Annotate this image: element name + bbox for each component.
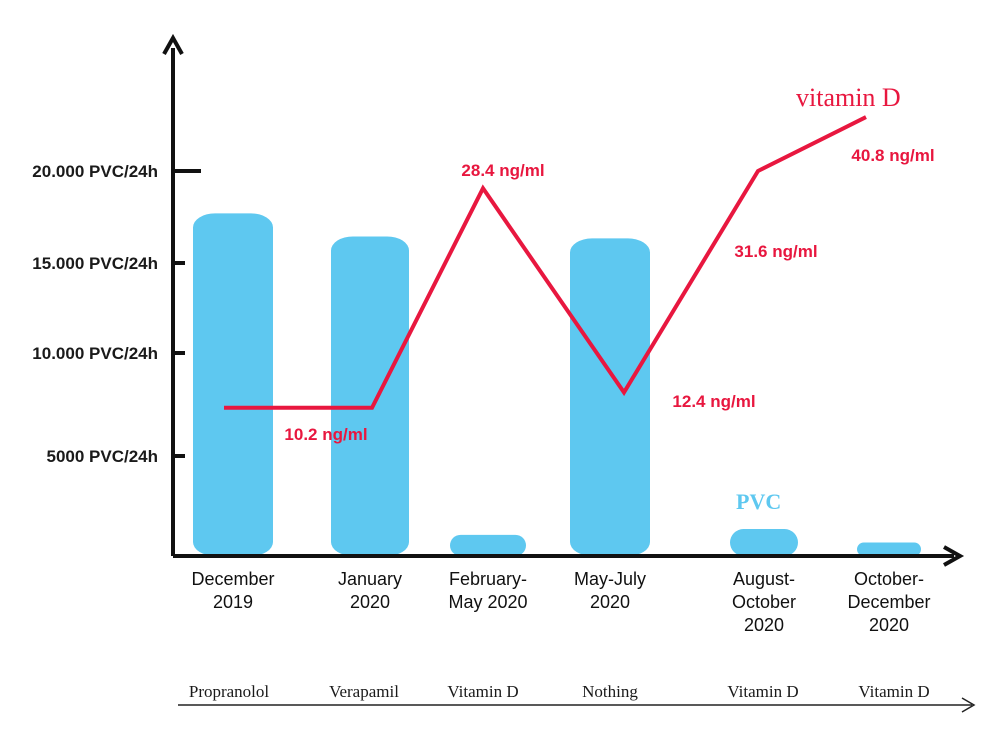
pvc-series-label: PVC (736, 489, 781, 514)
treatment-label: Verapamil (329, 682, 399, 701)
x-tick-label: 2020 (350, 592, 390, 612)
x-tick-label: October- (854, 569, 924, 589)
treatment-label: Propranolol (189, 682, 270, 701)
treatment-label: Vitamin D (447, 682, 518, 701)
x-tick-label: January (338, 569, 402, 589)
x-tick-label: October (732, 592, 796, 612)
y-axis-arrow-icon (162, 33, 184, 55)
y-tick-label: 20.000 PVC/24h (32, 162, 158, 181)
x-tick-label: 2020 (869, 615, 909, 635)
x-tick-label: 2019 (213, 592, 253, 612)
x-tick-label: May 2020 (448, 592, 527, 612)
vitamin-d-line (224, 115, 867, 410)
x-tick-label: August- (733, 569, 795, 589)
vitamin-d-data-label: 28.4 ng/ml (461, 161, 544, 180)
vitamin-d-data-label: 10.2 ng/ml (284, 425, 367, 444)
vitamin-d-data-label: 40.8 ng/ml (851, 146, 934, 165)
treatment-label: Vitamin D (858, 682, 929, 701)
vitamin-d-series-label: vitamin D (796, 83, 901, 112)
pvc-bar (331, 236, 409, 556)
y-tick-label: 5000 PVC/24h (46, 447, 158, 466)
x-tick-label: 2020 (744, 615, 784, 635)
x-tick-label: December (191, 569, 274, 589)
x-tick-label: December (847, 592, 930, 612)
pvc-bar (193, 213, 273, 556)
vitamin-d-data-label: 12.4 ng/ml (672, 392, 755, 411)
y-tick-label: 15.000 PVC/24h (32, 254, 158, 273)
pvc-bar (730, 529, 798, 556)
x-tick-label: February- (449, 569, 527, 589)
pvc-bar (857, 542, 921, 556)
x-tick-label: 2020 (590, 592, 630, 612)
x-axis-arrow-icon (943, 545, 965, 567)
vitamin-d-data-label: 31.6 ng/ml (734, 242, 817, 261)
pvc-bar (570, 238, 650, 556)
y-tick-label: 10.000 PVC/24h (32, 344, 158, 363)
timeline-arrow-icon (961, 697, 976, 713)
treatment-label: Vitamin D (727, 682, 798, 701)
treatment-label: Nothing (582, 682, 638, 701)
x-tick-label: May-July (574, 569, 646, 589)
pvc-bar (450, 534, 526, 556)
